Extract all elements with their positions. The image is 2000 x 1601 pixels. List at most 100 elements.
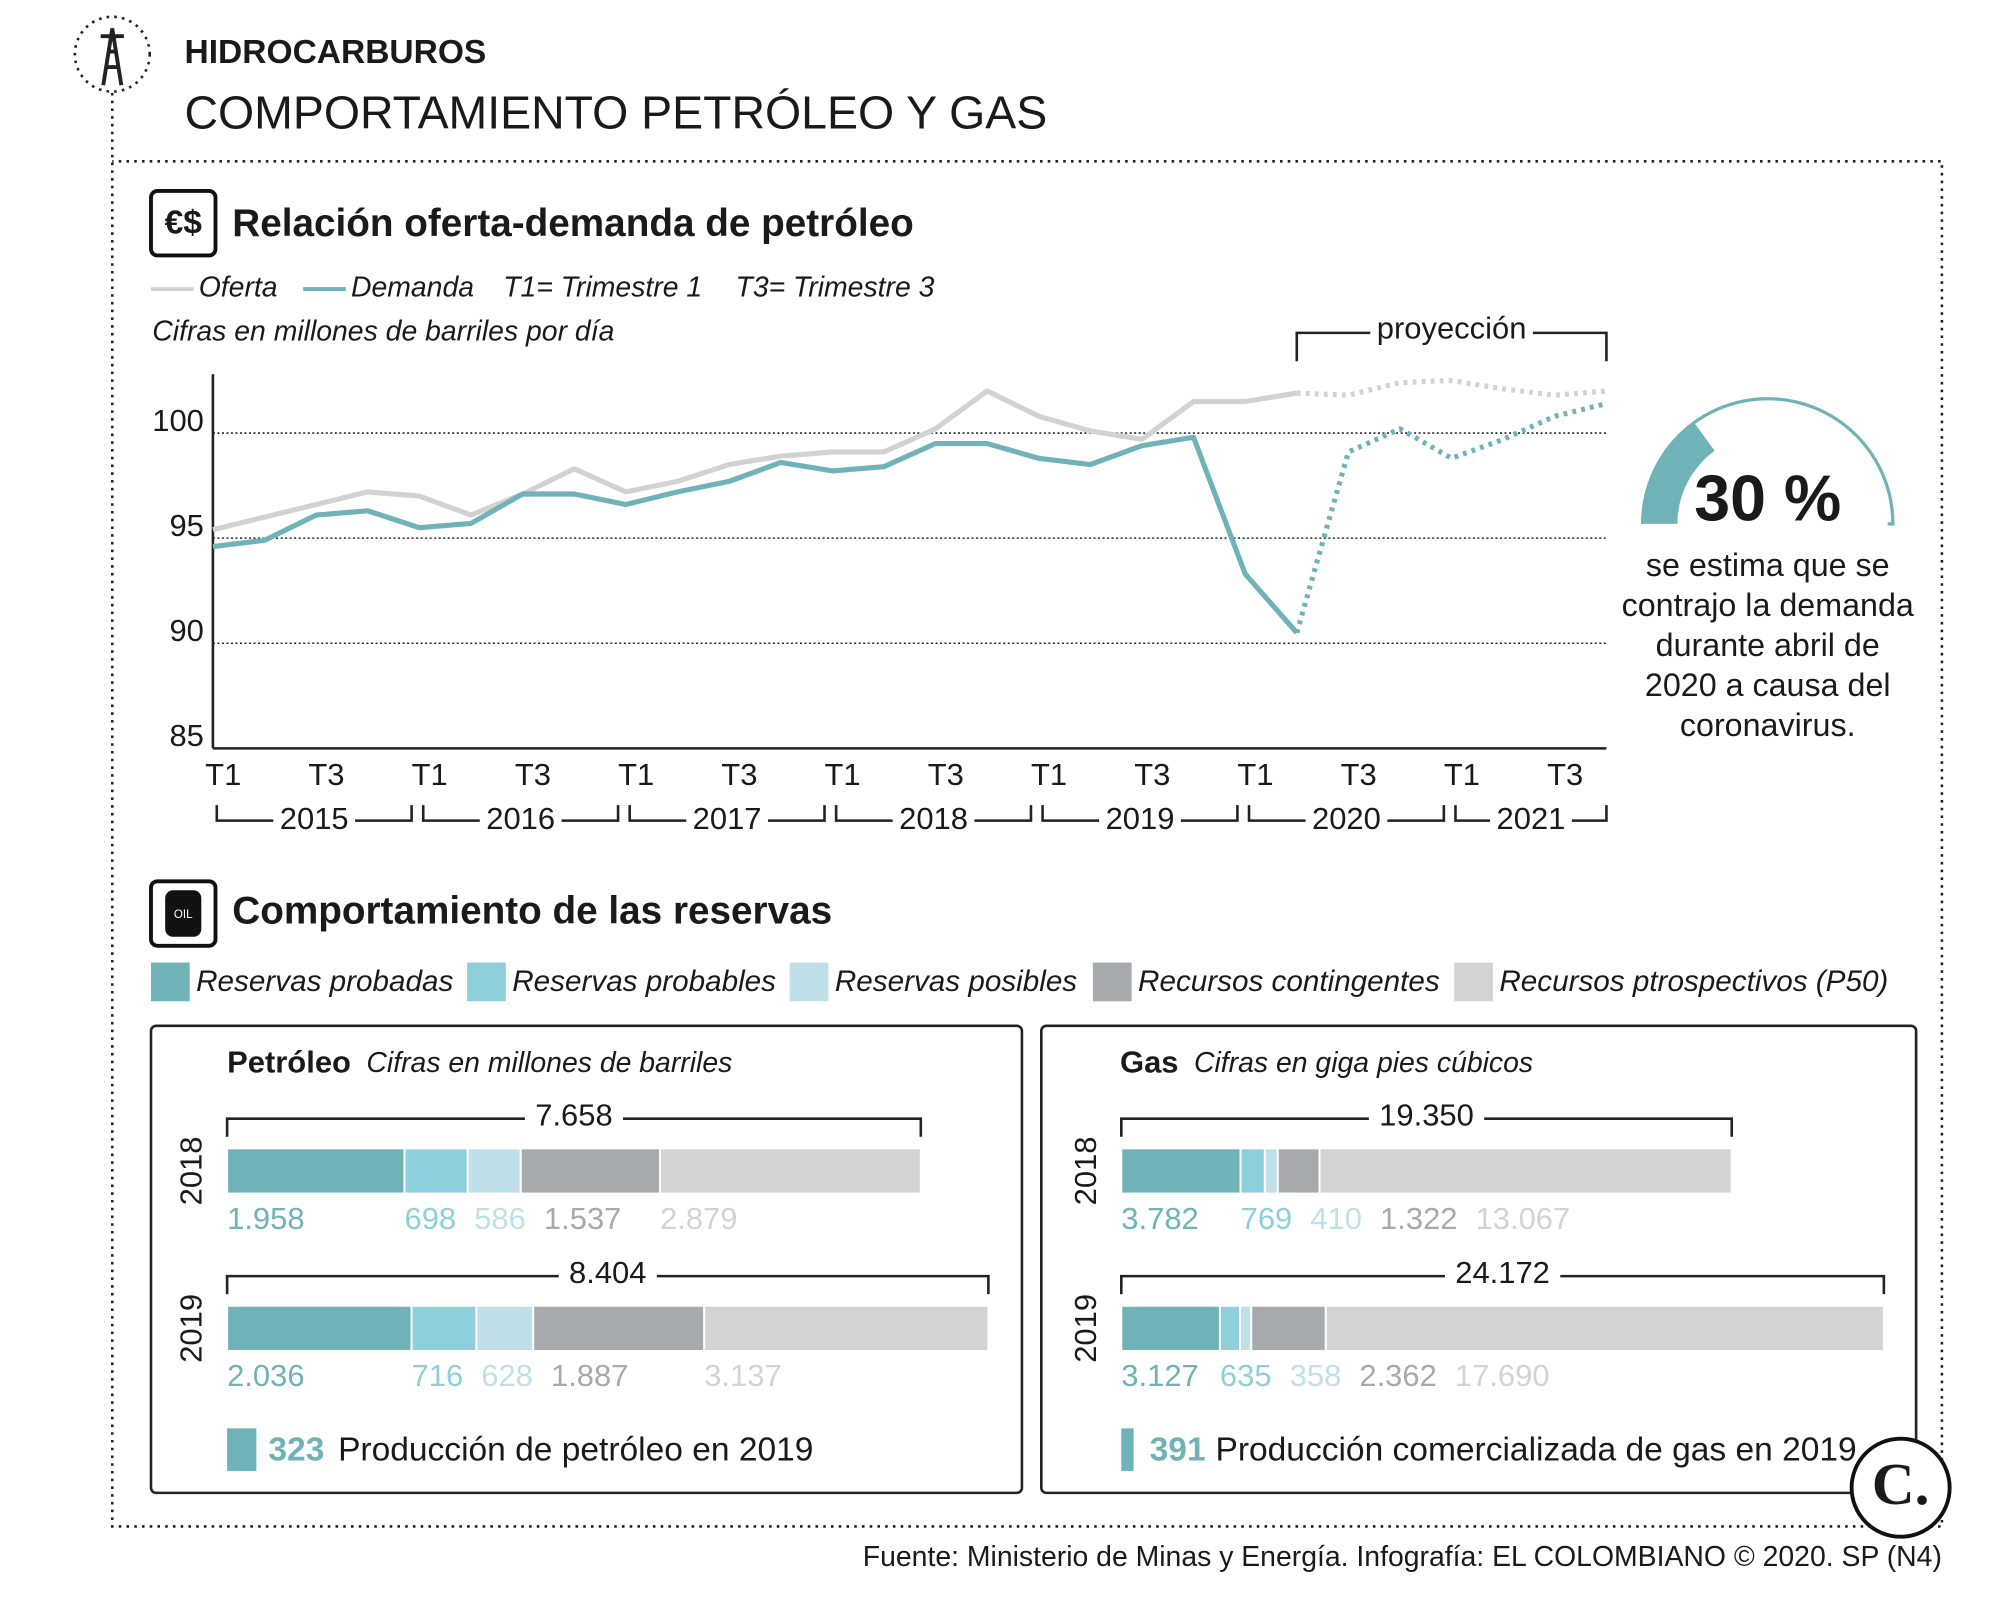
bar-segment [1324, 1304, 1885, 1352]
barrel-icon [165, 890, 202, 937]
barrel-text: OIL [174, 908, 193, 921]
x-tick-label: T1 [1031, 757, 1067, 792]
value-label: 3.137 [704, 1358, 781, 1393]
logo-circle [1849, 1436, 1952, 1539]
bar-segment [403, 1147, 469, 1195]
line-projection [1294, 401, 1608, 634]
y-tick-label: 100 [152, 403, 204, 438]
bar-segment [1120, 1304, 1221, 1352]
value-label: 410 [1310, 1201, 1362, 1236]
x-tick-label: T1 [1237, 757, 1273, 792]
gauge-value: 30 % [1694, 462, 1841, 534]
legend-swatch [150, 962, 190, 1002]
year-gap [479, 816, 562, 825]
value-label: 358 [1290, 1358, 1342, 1393]
value-label: 635 [1220, 1358, 1272, 1393]
value-label: 1.322 [1380, 1201, 1457, 1236]
bar-segment [1263, 1147, 1279, 1195]
production-bar [227, 1428, 257, 1471]
gauge-fill [1642, 422, 1715, 524]
subtitle: Cifras en millones de barriles por día [152, 315, 614, 347]
year-gap [1099, 816, 1181, 825]
legend-note: T1= Trimestre 1 [503, 272, 702, 304]
gauge-text: coronavirus. [1680, 707, 1856, 743]
production-value: 391 [1150, 1431, 1206, 1468]
value-label: 769 [1241, 1201, 1293, 1236]
bar-segment [226, 1147, 406, 1195]
gauge-text: durante abril de [1656, 627, 1880, 663]
x-tick-label: T3 [308, 757, 344, 792]
bar-segment [410, 1304, 478, 1352]
production-label: Producción comercializada de gas en 2019 [1215, 1431, 1856, 1468]
value-label: 2.362 [1359, 1358, 1436, 1393]
bar-segment [532, 1304, 706, 1352]
x-tick-label: T3 [1547, 757, 1583, 792]
x-tick-label: T1 [1444, 757, 1480, 792]
value-label: 628 [481, 1358, 533, 1393]
year-gap [686, 816, 768, 825]
production-bar [1121, 1428, 1134, 1471]
value-label: 1.958 [227, 1201, 304, 1236]
footer: Fuente: Ministerio de Minas y Energía. I… [863, 1541, 1942, 1573]
category-label: 2019 [1068, 1294, 1103, 1363]
year-label: 2019 [1106, 801, 1175, 836]
bar-segment [475, 1304, 535, 1352]
projection-label: proyección [1377, 310, 1527, 345]
bar-segment [1276, 1147, 1321, 1195]
value-label: 3.127 [1121, 1358, 1198, 1393]
legend-label: Recursos contingentes [1138, 965, 1440, 998]
year-gap [892, 816, 975, 825]
y-tick-label: 90 [169, 613, 203, 648]
year-gap [273, 816, 356, 825]
value-label: 716 [412, 1358, 464, 1393]
x-tick-label: T3 [928, 757, 964, 792]
x-tick-label: T3 [1341, 757, 1377, 792]
title: COMPORTAMIENTO PETRÓLEO Y GAS [185, 86, 1048, 138]
total-gap [1444, 1270, 1561, 1282]
total-label: 7.658 [535, 1098, 612, 1133]
panel-subtitle: Cifras en millones de barriles [366, 1047, 732, 1079]
legend-swatch [1092, 962, 1132, 1002]
bar-segment [226, 1304, 413, 1352]
panel [1039, 1024, 1918, 1495]
gauge-text: 2020 a causa del [1645, 667, 1891, 703]
gauge-text: se estima que se [1646, 547, 1890, 583]
value-label: 13.067 [1476, 1201, 1571, 1236]
total-label: 19.350 [1379, 1098, 1474, 1133]
value-label: 1.887 [551, 1358, 628, 1393]
bar-segment [1120, 1147, 1242, 1195]
legend-label: Recursos ptrospectivos (P50) [1499, 965, 1888, 998]
value-label: 3.782 [1121, 1201, 1198, 1236]
projection-gap [1370, 326, 1533, 337]
year-gap [1490, 816, 1572, 825]
x-tick-label: T3 [721, 757, 757, 792]
year-label: 2021 [1497, 801, 1566, 836]
year-label: 2020 [1312, 801, 1381, 836]
bar-segment [1239, 1147, 1266, 1195]
legend-label: Demanda [351, 272, 474, 304]
category-label: 2018 [1068, 1137, 1103, 1206]
production-label: Producción de petróleo en 2019 [338, 1431, 813, 1468]
category-label: 2018 [174, 1137, 209, 1206]
legend-label: Reservas probadas [196, 965, 453, 998]
y-tick-label: 85 [169, 718, 203, 753]
section-icon [149, 189, 218, 258]
bar-segment [1218, 1304, 1241, 1352]
panel-title: Petróleo [227, 1045, 351, 1080]
bar-segment [466, 1147, 522, 1195]
bar-segment [1318, 1147, 1733, 1195]
bar-segment [659, 1147, 922, 1195]
y-tick-label: 95 [169, 508, 203, 543]
total-gap [524, 1113, 624, 1124]
kicker: HIDROCARBUROS [185, 34, 487, 71]
legend-swatch [467, 962, 506, 1002]
year-label: 2018 [899, 801, 968, 836]
derrick-icon [100, 28, 124, 86]
line-projection [1296, 377, 1607, 398]
legend-label: Oferta [199, 272, 278, 304]
x-tick-label: T1 [205, 757, 241, 792]
panel-subtitle: Cifras en giga pies cúbicos [1194, 1047, 1533, 1079]
line [212, 434, 1299, 635]
value-label: 2.879 [660, 1201, 737, 1236]
